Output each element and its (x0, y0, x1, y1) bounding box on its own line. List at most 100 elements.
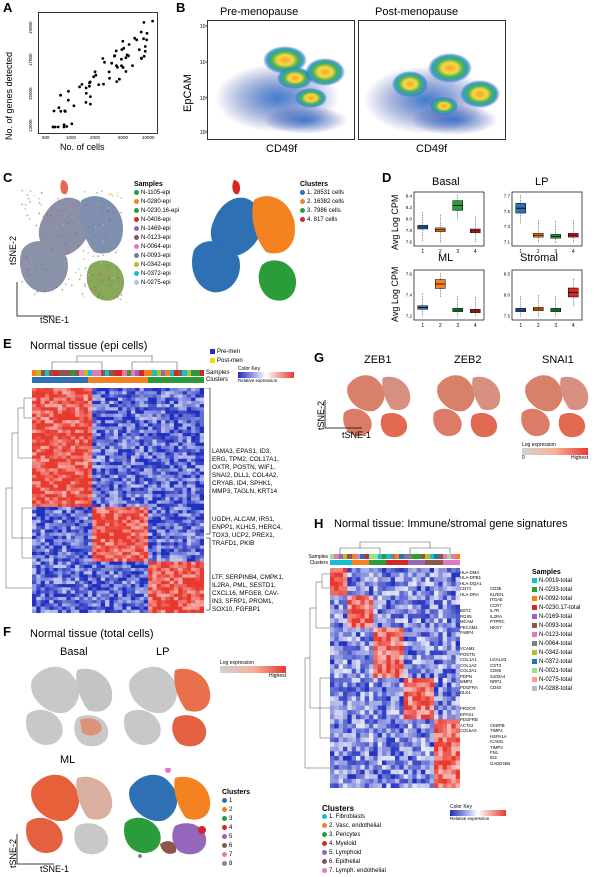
e-heat-cell (122, 490, 127, 495)
e-heat-cell (156, 590, 162, 595)
e-heat-cell (66, 494, 71, 498)
g-legend-hi: Highest (571, 455, 588, 461)
h-heat-cell (447, 728, 452, 734)
h-heat-cell (412, 705, 417, 711)
e-heat-cell (32, 542, 37, 546)
h-heat-cell (377, 719, 383, 725)
h-heat-cell (399, 618, 404, 624)
h-heat-cell (373, 737, 378, 743)
e-heat-cell (186, 561, 192, 566)
f-legend-expr: Log expression Highest (220, 660, 290, 679)
a-point (89, 95, 92, 98)
e-heat-cell (126, 513, 132, 517)
e-heat-cell (70, 487, 76, 492)
e-heat-cell (143, 455, 149, 460)
c-speck (77, 244, 80, 247)
h-heatmap (330, 568, 460, 788)
h-heat-cell (390, 659, 396, 665)
e-heat-cell (199, 523, 204, 527)
e-heat-cell (135, 388, 140, 392)
e-heat-cell (75, 433, 80, 437)
c-speck (74, 237, 77, 240)
h-heat-cell (399, 627, 404, 633)
e-heat-cell (161, 429, 166, 434)
e-heat-cell (122, 555, 127, 559)
e-heat-cell (173, 503, 179, 508)
h-heat-cell (338, 659, 344, 665)
e-heat-cell (57, 420, 63, 424)
h-heat-cell (373, 755, 378, 761)
e-heat-cell (161, 394, 166, 398)
c-speck (107, 207, 110, 209)
e-heat-cell (182, 532, 188, 537)
e-heat-cell (135, 545, 140, 550)
h-heat-cell (351, 733, 357, 738)
h-heat-cell (421, 778, 426, 784)
e-heat-cell (44, 458, 50, 463)
e-heat-cell (143, 426, 149, 431)
e-heat-cell (109, 391, 114, 395)
e-heat-cell (118, 397, 123, 402)
e-heat-cell (83, 571, 89, 575)
e-heat-cell (169, 391, 175, 395)
e-heat-cell (148, 532, 153, 537)
e-cluster-tile (178, 377, 183, 383)
e-heat-cell (44, 539, 50, 543)
e-sample-tile (186, 370, 191, 376)
e-heat-cell (36, 416, 41, 421)
e-heat-cell (36, 609, 41, 613)
h-heat-cell (390, 590, 396, 596)
h-heat-cell (338, 751, 344, 757)
h-heat-cell (421, 687, 426, 693)
e-heat-cell (113, 519, 119, 524)
e-heat-cell (57, 458, 63, 463)
e-heat-cell (66, 465, 71, 469)
e-heat-cell (191, 516, 196, 521)
e-heat-cell (130, 516, 136, 521)
e-heat-cell (130, 439, 136, 443)
e-heat-cell (191, 568, 196, 572)
e-heat-cell (152, 420, 157, 424)
e-heat-cell (126, 494, 132, 498)
e-heat-cell (113, 606, 119, 611)
h-heat-cell (429, 760, 435, 766)
e-heat-cell (178, 458, 183, 463)
h-heat-cell (373, 673, 378, 679)
h-heat-cell (434, 737, 439, 743)
h-heat-cell (343, 700, 348, 706)
h-heat-cell (356, 636, 361, 642)
h-heat-cell (334, 627, 339, 633)
e-heat-cell (62, 506, 67, 511)
h-heat-cell (382, 719, 387, 725)
e-heat-cell (156, 445, 162, 450)
h-heat-cell (377, 751, 383, 757)
h-sample-tile (394, 554, 400, 559)
h-sample-tile (390, 554, 395, 559)
h-heat-cell (434, 668, 439, 674)
a-point (80, 83, 84, 86)
h-heat-cell (377, 700, 383, 706)
h-cluster-tile (403, 560, 408, 565)
e-heat-cell (191, 452, 196, 456)
e-heat-cell (79, 494, 84, 498)
e-heat-cell (195, 590, 200, 595)
e-heat-cell (92, 593, 97, 598)
e-heat-cell (83, 445, 89, 450)
e-heat-cell (199, 587, 204, 591)
e-heat-cell (44, 577, 50, 582)
h-heat-cell (442, 590, 448, 596)
e-heat-cell (105, 539, 110, 543)
h-heat-cell (386, 604, 391, 610)
e-heat-cell (49, 397, 54, 402)
h-heat-cell (425, 678, 430, 683)
e-heat-cell (143, 564, 149, 569)
e-heat-cell (66, 439, 71, 443)
e-heat-cell (139, 574, 145, 578)
h-heat-cell (442, 751, 448, 757)
panel-f-xlabel: tSNE-1 (40, 864, 70, 874)
e-heat-cell (62, 445, 67, 450)
c-speck (96, 203, 98, 205)
h-heat-cell (338, 755, 344, 761)
e-heat-cell (32, 442, 37, 447)
e-heat-cell (79, 600, 84, 604)
